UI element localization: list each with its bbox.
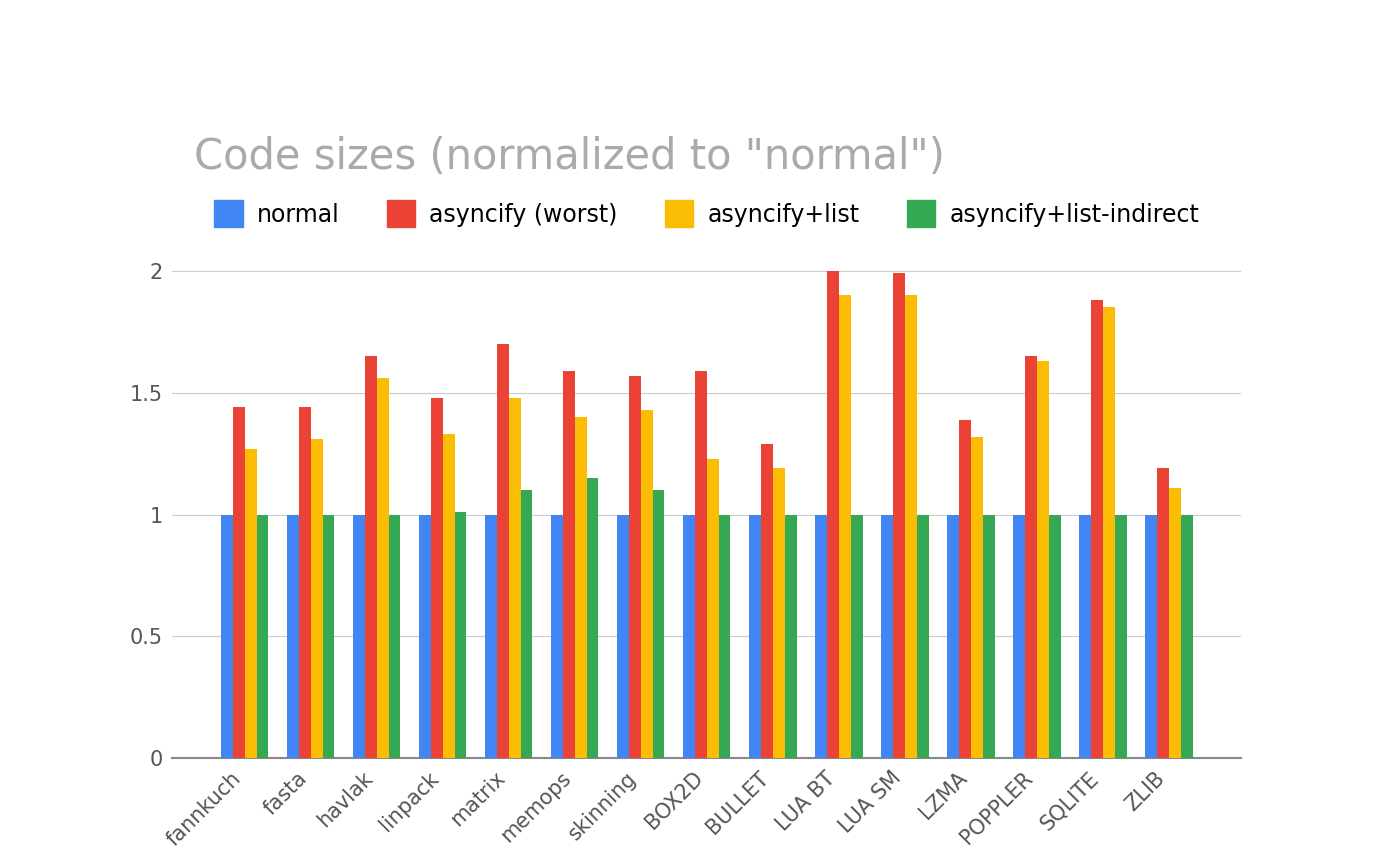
- Bar: [1078, 515, 1091, 758]
- Bar: [683, 515, 695, 758]
- Bar: [1025, 356, 1037, 758]
- Bar: [1048, 515, 1060, 758]
- Bar: [1114, 515, 1127, 758]
- Bar: [641, 410, 652, 758]
- Bar: [443, 435, 455, 758]
- Bar: [749, 515, 761, 758]
- Bar: [233, 407, 244, 758]
- Bar: [419, 515, 430, 758]
- Bar: [718, 515, 731, 758]
- Bar: [430, 398, 443, 758]
- Bar: [323, 515, 335, 758]
- Bar: [521, 490, 532, 758]
- Bar: [1145, 515, 1157, 758]
- Bar: [629, 376, 641, 758]
- Bar: [1157, 469, 1169, 758]
- Bar: [575, 417, 586, 758]
- Bar: [652, 490, 665, 758]
- Bar: [851, 515, 862, 758]
- Bar: [838, 296, 851, 758]
- Bar: [917, 515, 928, 758]
- Bar: [299, 407, 310, 758]
- Bar: [485, 515, 496, 758]
- Bar: [695, 371, 707, 758]
- Bar: [706, 458, 718, 758]
- Bar: [1169, 488, 1180, 758]
- Bar: [552, 515, 563, 758]
- Bar: [563, 371, 575, 758]
- Bar: [761, 444, 772, 758]
- Bar: [815, 515, 827, 758]
- Bar: [1180, 515, 1193, 758]
- Bar: [455, 512, 466, 758]
- Bar: [785, 515, 797, 758]
- Bar: [244, 449, 256, 758]
- Bar: [353, 515, 365, 758]
- Bar: [509, 398, 521, 758]
- Bar: [881, 515, 892, 758]
- Bar: [221, 515, 233, 758]
- Bar: [947, 515, 958, 758]
- Bar: [827, 271, 838, 758]
- Bar: [365, 356, 376, 758]
- Bar: [892, 273, 905, 758]
- Bar: [1091, 300, 1103, 758]
- Bar: [958, 419, 971, 758]
- Bar: [616, 515, 629, 758]
- Bar: [256, 515, 269, 758]
- Bar: [971, 436, 983, 758]
- Bar: [1103, 308, 1114, 758]
- Bar: [310, 439, 323, 758]
- Bar: [496, 344, 509, 758]
- Bar: [905, 296, 917, 758]
- Bar: [1037, 361, 1048, 758]
- Bar: [1014, 515, 1025, 758]
- Bar: [586, 478, 598, 758]
- Legend: normal, asyncify (worst), asyncify+list, asyncify+list-indirect: normal, asyncify (worst), asyncify+list,…: [205, 191, 1208, 237]
- Bar: [983, 515, 994, 758]
- Bar: [389, 515, 400, 758]
- Bar: [772, 469, 785, 758]
- Bar: [287, 515, 299, 758]
- Bar: [376, 378, 389, 758]
- Text: Code sizes (normalized to "normal"): Code sizes (normalized to "normal"): [193, 136, 945, 178]
